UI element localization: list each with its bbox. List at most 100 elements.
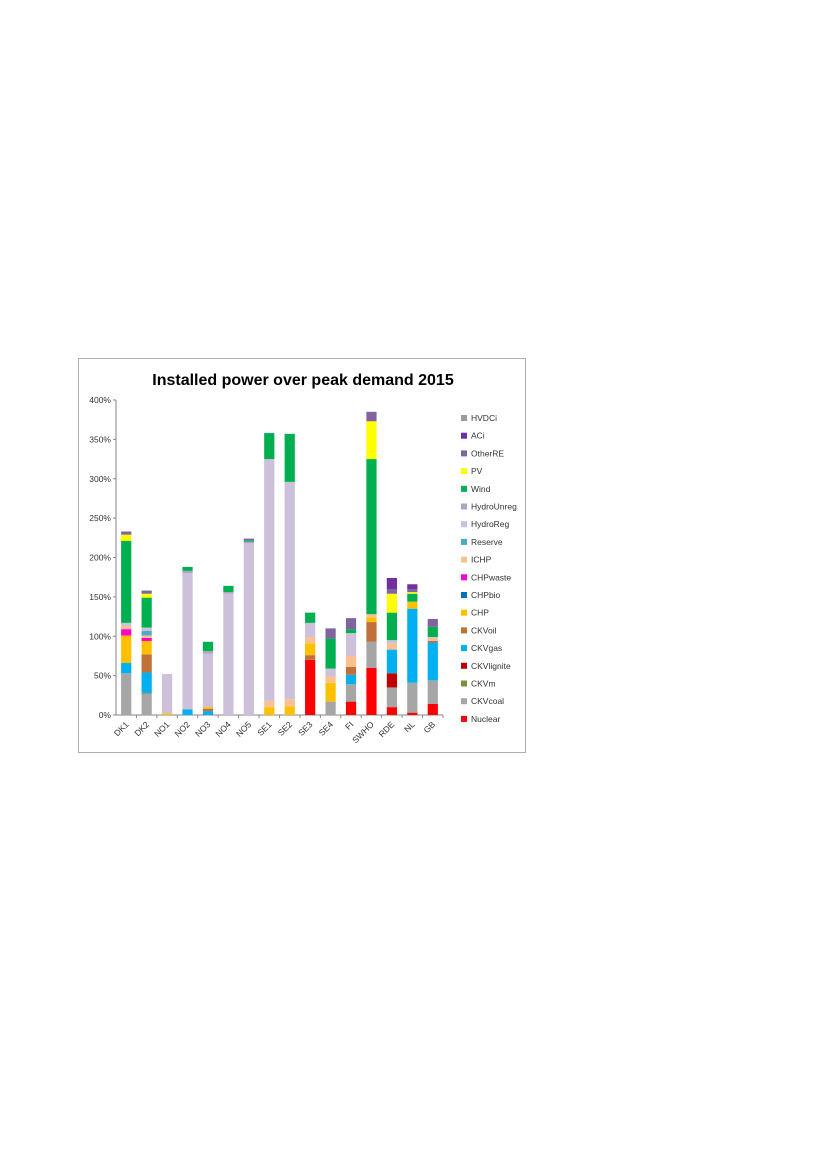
bar-segment-ichp-se2 xyxy=(284,699,295,707)
bar-segment-otherre-swho xyxy=(366,411,377,422)
bar-segment-hydroreg-no4 xyxy=(223,593,234,715)
bar-segment-nuclear-fi xyxy=(345,701,357,715)
bar-segment-ichp-se1 xyxy=(264,700,275,708)
bar-segment-pv-swho xyxy=(366,421,377,460)
bar-segment-reserve-dk2 xyxy=(141,630,152,636)
bar-segment-ckvoil-swho xyxy=(366,622,377,642)
bar-segment-ckvoil-no3 xyxy=(202,708,214,712)
bar-segment-otherre-dk1 xyxy=(121,531,132,535)
bar-segment-wind-gb xyxy=(427,626,438,638)
bar-segment-ckvgas-no2 xyxy=(182,709,193,715)
bar-segment-hydroreg-se2 xyxy=(284,481,295,700)
bar-segment-wind-fi xyxy=(345,629,357,634)
bar-segment-wind-se2 xyxy=(284,433,295,482)
bar-segment-otherre-gb xyxy=(427,618,438,627)
bar-segment-ckvgas-dk1 xyxy=(121,663,132,674)
bar-segment-ckvlignite-rde xyxy=(386,673,398,688)
bar-segment-ckvoil-dk2 xyxy=(141,654,152,673)
bar-segment-chp-se2 xyxy=(284,706,295,715)
bar-segment-ichp-rde xyxy=(386,643,398,650)
legend-swatch-ckvcoal xyxy=(461,698,467,705)
bar-segment-ckvgas-no3 xyxy=(202,711,214,715)
legend-swatch-aci xyxy=(461,432,467,439)
bar-segment-aci-rde xyxy=(386,577,398,589)
bar-segment-otherre-nl xyxy=(407,589,418,593)
x-category-label: DK1 xyxy=(112,719,131,738)
bar-segment-wind-no4 xyxy=(223,585,234,593)
legend-label-ckvcoal: CKVcoal xyxy=(471,696,504,706)
legend-swatch-hvdci xyxy=(461,415,467,421)
bar-segment-hydroreg-no5 xyxy=(243,543,254,715)
legend-label-ckvgas: CKVgas xyxy=(471,643,502,653)
legend-label-hydroreg: HydroReg xyxy=(471,519,510,529)
legend: HVDCi ACi OtherRE PV Wind HydroUnreg HydroReg R… xyxy=(461,413,517,724)
y-tick-label: 400% xyxy=(89,395,111,405)
legend-swatch-ckvgas xyxy=(461,645,467,652)
bar-segment-ckvcoal-fi xyxy=(345,684,357,702)
legend-label-otherre: OtherRE xyxy=(471,448,504,458)
bar-segment-ichp-gb xyxy=(427,637,438,641)
x-category-label: DK2 xyxy=(132,719,151,738)
bar-segment-hydrounreg-no4 xyxy=(223,592,234,594)
legend-swatch-ckvoil xyxy=(461,627,467,634)
bar-segment-ckvgas-gb xyxy=(427,642,438,681)
legend-label-ckvoil: CKVoil xyxy=(471,625,497,635)
x-category-label: NO2 xyxy=(173,719,193,739)
bar-segment-wind-dk1 xyxy=(121,540,132,623)
bar-segment-ichp-dk2 xyxy=(141,635,152,638)
stacked-bar-chart: Installed power over peak demand 2015 0%… xyxy=(89,372,517,745)
bar-segment-wind-nl xyxy=(407,593,418,602)
bar-segment-chp-no3 xyxy=(202,707,214,709)
legend-swatch-ichp xyxy=(461,556,467,563)
legend-label-hydrounreg: HydroUnreg xyxy=(471,502,517,512)
bar-segment-wind-rde xyxy=(386,612,398,641)
bar-segment-pv-dk2 xyxy=(141,593,152,598)
x-category-label: NO3 xyxy=(193,719,213,739)
bar-segment-chp-dk1 xyxy=(121,635,132,664)
bar-segment-chp-no1 xyxy=(161,713,173,715)
bar-segment-ichp-se3 xyxy=(305,637,316,644)
bar-segment-ckvcoal-dk1 xyxy=(121,673,132,715)
x-category-label: SE1 xyxy=(255,719,274,738)
bar-segment-wind-no5 xyxy=(243,540,254,542)
x-category-label: NO1 xyxy=(152,719,172,739)
bar-segment-wind-se3 xyxy=(305,612,316,623)
legend-label-pv: PV xyxy=(471,466,483,476)
bar-segment-ckvgas-fi xyxy=(345,674,357,685)
bar-segment-ichp-dk1 xyxy=(121,626,132,630)
bar-segment-otherre-no5 xyxy=(243,538,254,541)
y-tick-label: 100% xyxy=(89,631,111,641)
bar-segment-hydroreg-se1 xyxy=(264,459,275,701)
bar-segment-chpwaste-dk1 xyxy=(121,629,132,636)
y-tick-label: 150% xyxy=(89,592,111,602)
bar-segment-chp-se3 xyxy=(305,643,316,656)
legend-label-aci: ACi xyxy=(471,431,485,441)
bar-segment-wind-swho xyxy=(366,459,377,615)
legend-label-chpbio: CHPbio xyxy=(471,590,501,600)
legend-swatch-reserve xyxy=(461,538,467,545)
bar-segment-ckvoil-fi xyxy=(345,666,357,675)
bar-segment-otherre-dk2 xyxy=(141,590,152,594)
bar-segment-wind-dk2 xyxy=(141,597,152,628)
bar-segment-hydroreg-fi xyxy=(345,633,357,656)
legend-label-reserve: Reserve xyxy=(471,537,503,547)
y-tick-label: 250% xyxy=(89,513,111,523)
plot-area: 0%50%100%150%200%250%300%350%400%DK1 DK2 N… xyxy=(89,395,444,745)
bar-segment-wind-se4 xyxy=(325,638,336,669)
bar-segment-nuclear-swho xyxy=(366,667,377,715)
legend-swatch-nuclear xyxy=(461,715,467,722)
bar-segment-wind-no2 xyxy=(182,566,193,571)
y-tick-label: 50% xyxy=(94,671,111,681)
bar-segment-ckvoil-se3 xyxy=(305,655,316,660)
bar-segment-ckvm-dk2 xyxy=(141,692,152,694)
bar-segment-hydroreg-dk2 xyxy=(141,627,152,631)
bar-segment-ckvcoal-nl xyxy=(407,682,418,713)
legend-swatch-otherre xyxy=(461,450,467,457)
bar-segment-nuclear-rde xyxy=(386,707,398,715)
bar-segment-chp-nl xyxy=(407,601,418,609)
legend-label-chpwaste: CHPwaste xyxy=(471,572,511,582)
bar-segment-hydrounreg-no5 xyxy=(243,541,254,544)
bar-segment-pv-dk1 xyxy=(121,534,132,541)
bar-segment-ckvcoal-rde xyxy=(386,687,398,708)
chart-container: Installed power over peak demand 2015 0%… xyxy=(78,358,526,753)
